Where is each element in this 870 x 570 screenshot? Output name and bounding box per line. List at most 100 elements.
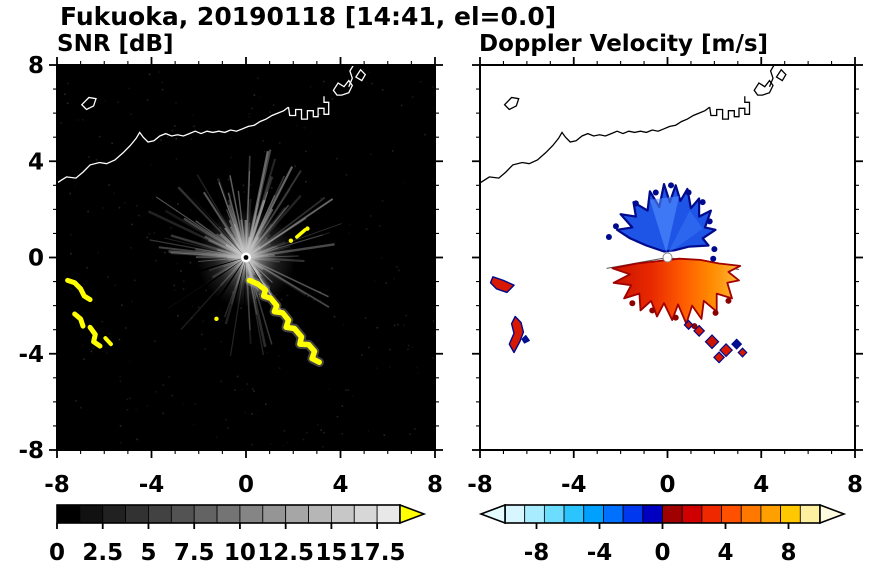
rect [368, 71, 371, 74]
rect [87, 210, 89, 213]
line [229, 260, 247, 357]
west-echo-patch [508, 315, 525, 354]
rect [415, 366, 418, 369]
rect [331, 267, 333, 270]
rect [205, 289, 207, 292]
rect [262, 140, 265, 142]
rect [202, 320, 204, 323]
rect [171, 394, 174, 397]
line [229, 175, 247, 255]
strong-echo-arc [103, 336, 113, 347]
figure-title: Fukuoka, 20190118 [14:41, el=0.0] [60, 2, 557, 31]
rect [166, 136, 169, 138]
colorbar-segment [239, 504, 264, 524]
line [248, 245, 278, 258]
island-outline [753, 79, 774, 96]
path [667, 210, 703, 254]
line [247, 244, 262, 257]
colorbar-segment [603, 504, 624, 524]
line [164, 237, 244, 258]
island-outline [80, 96, 97, 111]
rect [129, 361, 131, 363]
rect [286, 442, 288, 444]
rect [318, 113, 321, 116]
rect [266, 352, 269, 354]
doppler-coastline [480, 65, 787, 184]
line [247, 259, 259, 273]
colorbar-segment [740, 504, 762, 524]
line [224, 227, 246, 256]
rect [253, 94, 256, 96]
rect [111, 142, 113, 145]
rect [201, 333, 203, 336]
colorbar-segment [308, 504, 332, 524]
rect [333, 315, 336, 318]
rect [192, 114, 195, 117]
line [245, 176, 274, 256]
rect [75, 400, 77, 402]
rect [251, 107, 253, 110]
line [247, 204, 290, 256]
echo-blob [683, 319, 694, 331]
rect [92, 347, 95, 349]
rect [234, 389, 236, 391]
rect [267, 149, 269, 152]
rect [375, 367, 378, 369]
rect [176, 262, 179, 265]
rect [251, 413, 253, 415]
rect [323, 431, 325, 434]
strong-echo-arc [87, 324, 103, 349]
rect [125, 327, 127, 329]
rect [158, 71, 160, 73]
rect [193, 125, 195, 128]
rect [302, 438, 305, 441]
rect [331, 98, 334, 100]
rect [204, 348, 206, 350]
rect [230, 156, 233, 159]
line [247, 259, 273, 283]
path [168, 257, 246, 372]
rect [345, 389, 347, 391]
rect [322, 446, 324, 448]
line [245, 259, 253, 279]
line [247, 237, 269, 257]
rect [378, 225, 381, 227]
rect [175, 137, 178, 140]
rect [192, 424, 195, 426]
rect [225, 418, 227, 421]
rect [347, 389, 350, 391]
rect [248, 113, 250, 115]
navy-speckle [612, 223, 619, 230]
coastline-path [57, 106, 289, 184]
rect [215, 436, 218, 438]
rect [203, 255, 205, 258]
rect [189, 261, 192, 264]
rect [229, 194, 232, 197]
blocked-beam-shadows [118, 157, 319, 393]
rect [60, 122, 62, 124]
line [246, 259, 262, 278]
rect [120, 442, 122, 444]
line [223, 259, 246, 318]
rect [265, 403, 267, 406]
strong-echo-speck [288, 238, 294, 243]
rect [345, 174, 348, 176]
snr-coastline [57, 65, 367, 184]
colorbar-segment [524, 504, 545, 524]
line [248, 254, 275, 258]
island-outline [775, 68, 787, 82]
rect [283, 430, 286, 432]
echo-blob [713, 351, 726, 364]
rect [175, 158, 178, 160]
echo-blob [731, 338, 743, 350]
rect [136, 438, 138, 441]
line [247, 258, 307, 296]
rect [305, 180, 307, 183]
line [198, 257, 244, 263]
rect [420, 81, 422, 83]
rect [341, 405, 344, 407]
scattered-echo-blobs [683, 319, 748, 364]
rect [259, 96, 261, 99]
line [218, 182, 246, 255]
